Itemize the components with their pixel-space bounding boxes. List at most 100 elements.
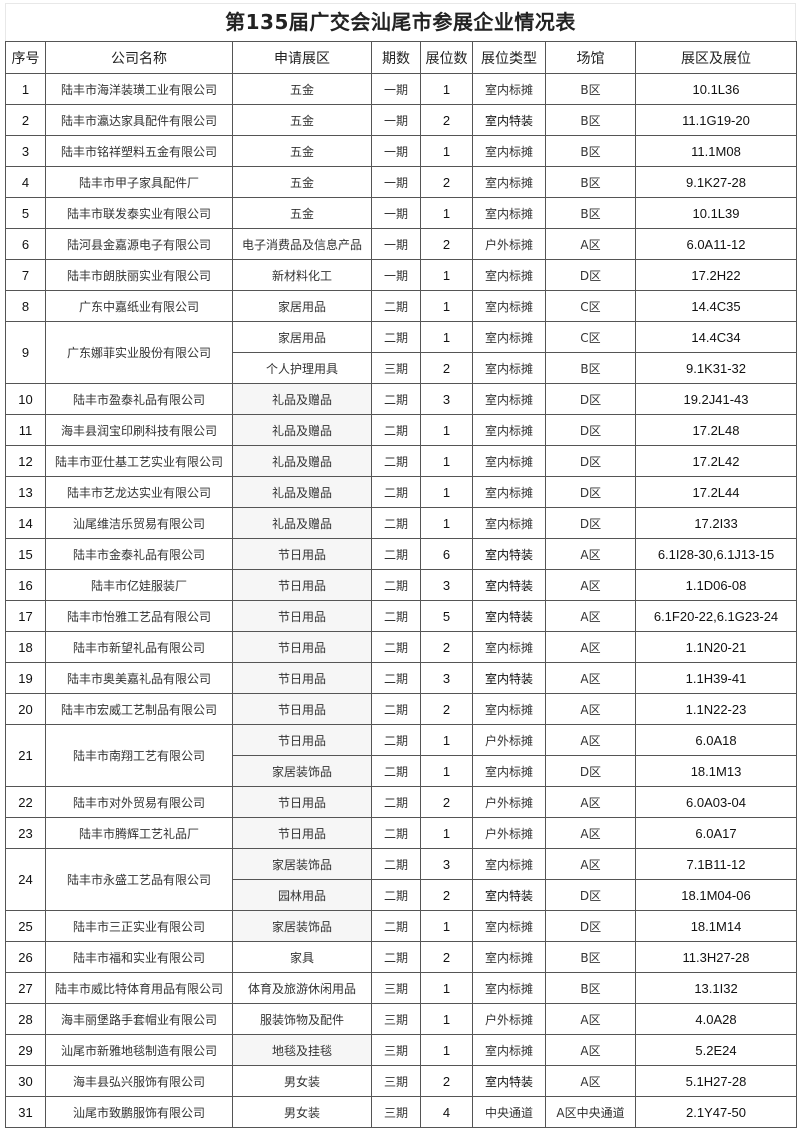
phase: 一期	[371, 104, 421, 136]
exhibit-zone: 男女装	[232, 1065, 372, 1097]
phase: 二期	[371, 879, 421, 911]
hall: D区	[545, 445, 636, 477]
company-name: 陆丰市对外贸易有限公司	[45, 786, 233, 818]
booth-type: 室内特装	[472, 1065, 546, 1097]
row-number: 3	[5, 135, 46, 167]
company-name: 海丰丽堡路手套帽业有限公司	[45, 1003, 233, 1035]
booth-type: 户外标摊	[472, 1003, 546, 1035]
booth-count: 1	[420, 755, 473, 787]
booth-type: 室内标摊	[472, 166, 546, 198]
row-number: 30	[5, 1065, 46, 1097]
company-name: 陆丰市联发泰实业有限公司	[45, 197, 233, 229]
booth-position: 11.1M08	[635, 135, 797, 167]
row-number: 28	[5, 1003, 46, 1035]
booth-count: 1	[420, 135, 473, 167]
booth-type: 室内标摊	[472, 1034, 546, 1066]
booth-position: 13.1I32	[635, 972, 797, 1004]
booth-type: 室内特装	[472, 879, 546, 911]
hall: D区	[545, 414, 636, 446]
table-row: 5 陆丰市联发泰实业有限公司 五金 一期 1 室内标摊 B区 10.1L39	[5, 197, 797, 229]
row-number: 7	[5, 259, 46, 291]
booth-position: 10.1L36	[635, 73, 797, 105]
exhibitor-table: 序号 公司名称 申请展区 期数 展位数 展位类型 场馆 展区及展位 1 陆丰市海洋…	[5, 41, 797, 1128]
phase: 二期	[371, 600, 421, 632]
exhibit-zone: 家居装饰品	[232, 848, 372, 880]
booth-count: 1	[420, 290, 473, 322]
exhibit-zone: 礼品及赠品	[232, 476, 372, 508]
booth-type: 室内标摊	[472, 910, 546, 942]
booth-type: 室内特装	[472, 600, 546, 632]
row-number: 15	[5, 538, 46, 570]
booth-count: 2	[420, 631, 473, 663]
booth-count: 1	[420, 972, 473, 1004]
hall: A区	[545, 1034, 636, 1066]
booth-type: 中央通道	[472, 1096, 546, 1128]
booth-type: 室内标摊	[472, 352, 546, 384]
company-name: 陆丰市亿娃服装厂	[45, 569, 233, 601]
row-number: 5	[5, 197, 46, 229]
company-name: 陆丰市铭祥塑料五金有限公司	[45, 135, 233, 167]
header-phase: 期数	[371, 41, 421, 74]
exhibit-zone: 服装饰物及配件	[232, 1003, 372, 1035]
exhibit-zone: 家居装饰品	[232, 910, 372, 942]
phase: 一期	[371, 228, 421, 260]
document: 第135届广交会汕尾市参展企业情况表 序号 公司名称 申请展区 期数 展位数 展…	[5, 3, 797, 1128]
header-booth-type: 展位类型	[472, 41, 546, 74]
table-row: 30 海丰县弘兴服饰有限公司 男女装 三期 2 室内特装 A区 5.1H27-28	[5, 1065, 797, 1097]
phase: 二期	[371, 786, 421, 818]
phase: 二期	[371, 755, 421, 787]
row-number: 14	[5, 507, 46, 539]
booth-position: 5.2E24	[635, 1034, 797, 1066]
booth-type: 室内标摊	[472, 631, 546, 663]
row-number: 6	[5, 228, 46, 260]
company-name: 汕尾维洁乐贸易有限公司	[45, 507, 233, 539]
table-row: 29 汕尾市新雅地毯制造有限公司 地毯及挂毯 三期 1 室内标摊 A区 5.2E24	[5, 1034, 797, 1066]
row-number: 19	[5, 662, 46, 694]
phase: 三期	[371, 972, 421, 1004]
booth-count: 3	[420, 848, 473, 880]
row-number: 27	[5, 972, 46, 1004]
phase: 二期	[371, 507, 421, 539]
company-name: 陆丰市新望礼品有限公司	[45, 631, 233, 663]
booth-position: 18.1M14	[635, 910, 797, 942]
booth-count: 1	[420, 259, 473, 291]
table-row: 26 陆丰市福和实业有限公司 家具 二期 2 室内标摊 B区 11.3H27-28	[5, 941, 797, 973]
row-number: 1	[5, 73, 46, 105]
hall: B区	[545, 352, 636, 384]
booth-position: 10.1L39	[635, 197, 797, 229]
row-number: 21	[5, 724, 46, 787]
exhibit-zone: 节日用品	[232, 538, 372, 570]
booth-count: 2	[420, 941, 473, 973]
booth-count: 2	[420, 786, 473, 818]
hall: A区	[545, 662, 636, 694]
exhibit-zone: 家居用品	[232, 290, 372, 322]
row-number: 24	[5, 848, 46, 911]
hall: A区	[545, 1065, 636, 1097]
booth-type: 室内标摊	[472, 693, 546, 725]
exhibit-zone: 体育及旅游休闲用品	[232, 972, 372, 1004]
hall: D区	[545, 879, 636, 911]
booth-type: 室内特装	[472, 104, 546, 136]
phase: 二期	[371, 414, 421, 446]
phase: 二期	[371, 445, 421, 477]
booth-position: 17.2H22	[635, 259, 797, 291]
booth-count: 5	[420, 600, 473, 632]
hall: A区	[545, 228, 636, 260]
table-row: 27 陆丰市威比特体育用品有限公司 体育及旅游休闲用品 三期 1 室内标摊 B区 13.1I3…	[5, 972, 797, 1004]
booth-position: 2.1Y47-50	[635, 1096, 797, 1128]
table-row: 4 陆丰市甲子家具配件厂 五金 一期 2 室内标摊 B区 9.1K27-28	[5, 166, 797, 198]
booth-type: 室内标摊	[472, 321, 546, 353]
exhibit-zone: 园林用品	[232, 879, 372, 911]
phase: 三期	[371, 352, 421, 384]
hall: B区	[545, 941, 636, 973]
booth-count: 6	[420, 538, 473, 570]
exhibit-zone: 节日用品	[232, 662, 372, 694]
row-number: 2	[5, 104, 46, 136]
company-name: 汕尾市新雅地毯制造有限公司	[45, 1034, 233, 1066]
exhibit-zone: 礼品及赠品	[232, 414, 372, 446]
phase: 二期	[371, 817, 421, 849]
header-position: 展区及展位	[635, 41, 797, 74]
hall: A区	[545, 631, 636, 663]
hall: A区	[545, 693, 636, 725]
row-number: 18	[5, 631, 46, 663]
